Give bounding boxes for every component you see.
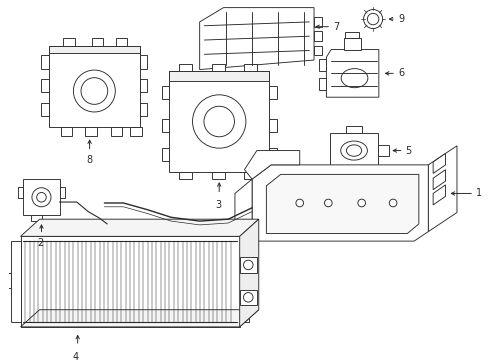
Text: 7: 7	[333, 22, 340, 32]
Bar	[140, 103, 147, 116]
Bar	[42, 55, 49, 69]
Polygon shape	[21, 219, 259, 236]
Bar	[346, 126, 362, 134]
Bar	[244, 171, 257, 179]
Bar	[325, 168, 383, 175]
Polygon shape	[326, 50, 379, 97]
Circle shape	[81, 78, 108, 104]
Circle shape	[32, 188, 51, 207]
Bar	[378, 145, 390, 156]
Circle shape	[358, 199, 366, 207]
Bar	[162, 119, 169, 132]
Bar	[85, 127, 97, 136]
Bar	[111, 127, 122, 136]
Bar	[169, 72, 269, 171]
Bar	[269, 119, 277, 132]
Circle shape	[364, 9, 383, 28]
Bar	[42, 79, 49, 93]
Text: 9: 9	[398, 14, 404, 24]
Bar	[269, 148, 277, 161]
Bar	[179, 171, 192, 179]
Bar	[116, 38, 127, 46]
Bar	[345, 32, 359, 38]
Bar	[140, 79, 147, 93]
Text: 2: 2	[38, 238, 44, 248]
Bar	[102, 222, 116, 231]
Bar	[169, 72, 269, 81]
Polygon shape	[252, 165, 428, 241]
Bar	[49, 46, 140, 127]
Circle shape	[244, 293, 253, 302]
Polygon shape	[267, 174, 419, 234]
Bar	[314, 17, 321, 27]
Bar	[31, 215, 43, 221]
Bar	[269, 86, 277, 99]
Text: 8: 8	[87, 155, 93, 165]
Bar	[63, 38, 75, 46]
Polygon shape	[21, 236, 240, 327]
Circle shape	[244, 260, 253, 270]
Bar	[162, 86, 169, 99]
Bar	[244, 64, 257, 72]
Bar	[140, 55, 147, 69]
Polygon shape	[245, 150, 300, 179]
Polygon shape	[433, 153, 445, 174]
Bar	[130, 127, 142, 136]
Circle shape	[37, 193, 46, 202]
Polygon shape	[433, 185, 445, 205]
Circle shape	[74, 70, 115, 112]
Text: 6: 6	[398, 68, 404, 78]
Ellipse shape	[341, 141, 368, 160]
Bar	[343, 38, 361, 50]
Bar	[49, 46, 140, 53]
Circle shape	[296, 199, 303, 207]
Bar	[212, 171, 225, 179]
Bar	[162, 148, 169, 161]
Bar	[3, 273, 11, 288]
Polygon shape	[199, 8, 314, 69]
Bar	[11, 241, 21, 322]
Polygon shape	[240, 219, 259, 327]
Bar	[18, 187, 24, 198]
Circle shape	[330, 169, 336, 174]
Bar	[240, 290, 257, 305]
Bar	[179, 64, 192, 72]
Polygon shape	[235, 179, 252, 241]
Polygon shape	[428, 146, 457, 231]
Circle shape	[372, 169, 378, 174]
Circle shape	[324, 199, 332, 207]
Ellipse shape	[341, 69, 368, 88]
Circle shape	[193, 95, 246, 148]
Bar	[240, 241, 249, 322]
Text: 4: 4	[73, 352, 79, 360]
Bar	[314, 31, 321, 41]
Bar	[61, 127, 72, 136]
Bar	[319, 59, 326, 71]
Bar	[240, 257, 257, 273]
Text: 5: 5	[406, 145, 412, 156]
Bar	[314, 46, 321, 55]
Text: 3: 3	[216, 200, 221, 210]
Bar	[60, 187, 65, 198]
Circle shape	[390, 199, 397, 207]
Polygon shape	[21, 310, 259, 327]
Bar	[24, 179, 60, 215]
Circle shape	[368, 13, 379, 25]
Bar	[330, 134, 378, 168]
Ellipse shape	[346, 145, 362, 156]
Polygon shape	[433, 170, 445, 190]
Bar	[212, 64, 225, 72]
Bar	[42, 103, 49, 116]
Circle shape	[204, 106, 234, 137]
Text: 1: 1	[476, 188, 482, 198]
Bar	[92, 38, 103, 46]
Bar	[319, 78, 326, 90]
